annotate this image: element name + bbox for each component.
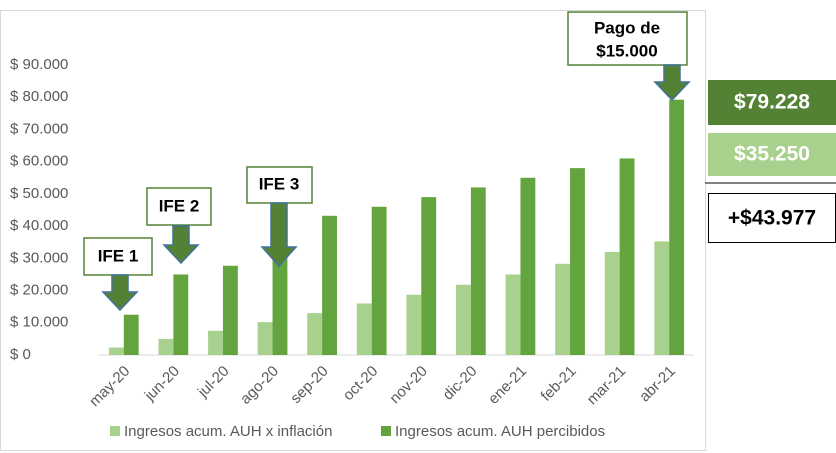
bar bbox=[272, 234, 288, 355]
x-tick-label: mar-21 bbox=[584, 363, 630, 409]
bar bbox=[456, 284, 471, 355]
callout-box bbox=[708, 133, 836, 176]
callout-box bbox=[708, 193, 836, 243]
bar bbox=[654, 241, 670, 355]
x-tick-label: sep-20 bbox=[287, 363, 331, 407]
bar bbox=[371, 206, 387, 355]
annotation-text: IFE 1 bbox=[98, 246, 139, 265]
x-tick-label: nov-20 bbox=[386, 363, 430, 407]
y-tick-label: $ 80.000 bbox=[10, 88, 68, 105]
bar bbox=[257, 322, 273, 355]
legend-swatch bbox=[110, 426, 120, 436]
bar bbox=[669, 99, 685, 355]
bar bbox=[173, 274, 189, 355]
annotation-text: $15.000 bbox=[596, 41, 657, 60]
bar bbox=[222, 265, 238, 355]
y-tick-label: $ 90.000 bbox=[10, 56, 68, 73]
annotation-text: Pago de bbox=[594, 18, 660, 37]
legend-label: Ingresos acum. AUH percibidos bbox=[395, 423, 605, 440]
y-tick-label: $ 30.000 bbox=[10, 249, 68, 266]
chart-frame bbox=[0, 10, 706, 451]
bar bbox=[619, 158, 635, 355]
bar bbox=[570, 168, 585, 355]
bar bbox=[356, 303, 372, 355]
legend-label: Ingresos acum. AUH x inflación bbox=[124, 423, 332, 440]
x-tick-label: abr-21 bbox=[636, 363, 679, 406]
bar bbox=[421, 197, 437, 355]
bar bbox=[208, 330, 223, 355]
bar bbox=[108, 347, 124, 355]
x-tick-label: may-20 bbox=[86, 363, 133, 410]
y-tick-label: $ 60.000 bbox=[10, 153, 68, 170]
annotation-ife2: IFE 2 bbox=[146, 187, 212, 265]
x-tick-label: jul-20 bbox=[194, 363, 233, 402]
y-tick-label: $ 70.000 bbox=[10, 120, 68, 137]
bar bbox=[406, 294, 422, 355]
x-tick-label: ene-21 bbox=[485, 363, 530, 408]
callout-box bbox=[708, 80, 836, 125]
callout-text: +$43.977 bbox=[728, 207, 816, 230]
bar bbox=[470, 187, 486, 355]
annotation-pago: Pago de $15.000 bbox=[567, 11, 691, 102]
bar bbox=[604, 251, 620, 355]
annotation-ife3: IFE 3 bbox=[246, 166, 313, 268]
x-tick-label: ago-20 bbox=[237, 363, 282, 408]
bar bbox=[158, 338, 174, 355]
bar bbox=[555, 263, 571, 355]
bar bbox=[505, 274, 521, 355]
y-tick-label: $ 10.000 bbox=[10, 314, 68, 331]
legend-swatch bbox=[381, 426, 391, 436]
y-tick-label: $ 50.000 bbox=[10, 185, 68, 202]
bar bbox=[322, 215, 337, 355]
x-tick-label: jun-20 bbox=[141, 363, 183, 405]
callout-text: $35.250 bbox=[734, 143, 810, 166]
annotation-ife1: IFE 1 bbox=[83, 237, 153, 312]
annotation-text: IFE 2 bbox=[159, 196, 200, 215]
y-tick-label: $ 20.000 bbox=[10, 282, 68, 299]
callout-text: $79.228 bbox=[734, 91, 810, 114]
bar bbox=[520, 177, 536, 355]
x-tick-label: oct-20 bbox=[340, 363, 382, 405]
x-tick-label: feb-21 bbox=[538, 363, 580, 405]
y-tick-label: $ 40.000 bbox=[10, 217, 68, 234]
x-tick-label: dic-20 bbox=[440, 363, 481, 404]
y-tick-label: $ 0 bbox=[10, 346, 31, 363]
bar bbox=[307, 313, 323, 355]
bar bbox=[123, 314, 139, 355]
annotation-text: IFE 3 bbox=[259, 174, 300, 193]
